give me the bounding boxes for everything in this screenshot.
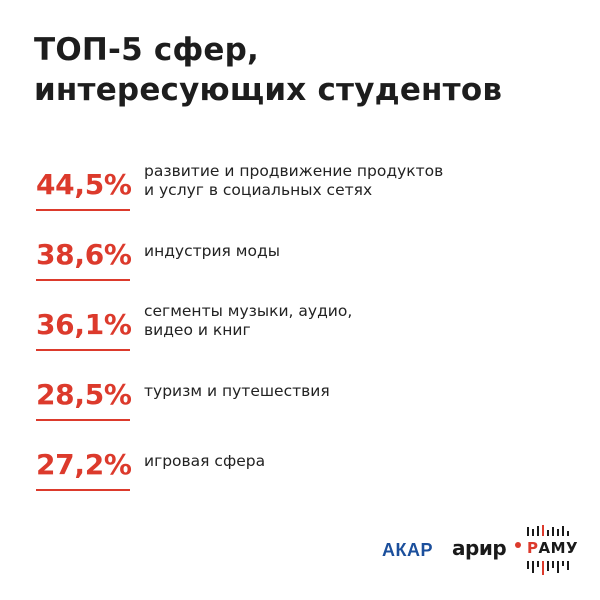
- stat-value: 44,5%: [36, 168, 132, 201]
- stat-value: 28,5%: [36, 378, 132, 411]
- partner-logos: АКАР арир: [382, 525, 582, 577]
- stat-label: сегменты музыки, аудио, видео и книг: [144, 298, 524, 344]
- stats-list: 44,5% развитие и продвижение продуктов и…: [36, 158, 536, 508]
- stat-value: 36,1%: [36, 308, 132, 341]
- stat-item: 28,5% туризм и путешествия: [36, 368, 536, 438]
- stat-label-line: туризм и путешествия: [144, 381, 330, 400]
- stat-label: индустрия моды: [144, 228, 524, 274]
- stat-value-underline: 38,6%: [36, 228, 132, 281]
- stat-item: 44,5% развитие и продвижение продуктов и…: [36, 158, 536, 228]
- stat-item: 36,1% сегменты музыки, аудио, видео и кн…: [36, 298, 536, 368]
- ramu-logo-barcode-icon: [527, 525, 569, 575]
- stat-item: 38,6% индустрия моды: [36, 228, 536, 298]
- akar-logo: АКАР: [382, 540, 433, 560]
- stat-label: развитие и продвижение продуктов и услуг…: [144, 158, 524, 204]
- stat-label-line: сегменты музыки, аудио,: [144, 302, 353, 320]
- arir-logo-dot: [515, 542, 521, 548]
- stat-value-underline: 36,1%: [36, 298, 132, 351]
- ramu-logo: РАМУ: [525, 525, 579, 577]
- stat-value: 38,6%: [36, 238, 132, 271]
- title-line-1: ТОП-5 сфер,: [34, 32, 259, 68]
- stat-label: туризм и путешествия: [144, 368, 524, 414]
- stat-value: 27,2%: [36, 448, 132, 481]
- stat-label-line: индустрия моды: [144, 241, 280, 260]
- stat-item: 27,2% игровая сфера: [36, 438, 536, 508]
- stat-label-line: игровая сфера: [144, 451, 266, 470]
- stat-value-underline: 44,5%: [36, 158, 132, 211]
- page-title: ТОП-5 сфер, интересующих студентов: [34, 30, 574, 110]
- arir-logo-text: арир: [452, 536, 507, 560]
- arir-logo: арир: [452, 536, 521, 560]
- stat-value-underline: 27,2%: [36, 438, 132, 491]
- ramu-logo-text: РАМУ: [527, 539, 579, 557]
- stat-label: игровая сфера: [144, 438, 524, 484]
- title-line-2: интересующих студентов: [34, 72, 503, 108]
- stat-label-line: и услуг в социальных сетях: [144, 181, 373, 199]
- stat-label-line: развитие и продвижение продуктов: [144, 162, 444, 180]
- stat-label-line: видео и книг: [144, 321, 251, 339]
- stat-value-underline: 28,5%: [36, 368, 132, 421]
